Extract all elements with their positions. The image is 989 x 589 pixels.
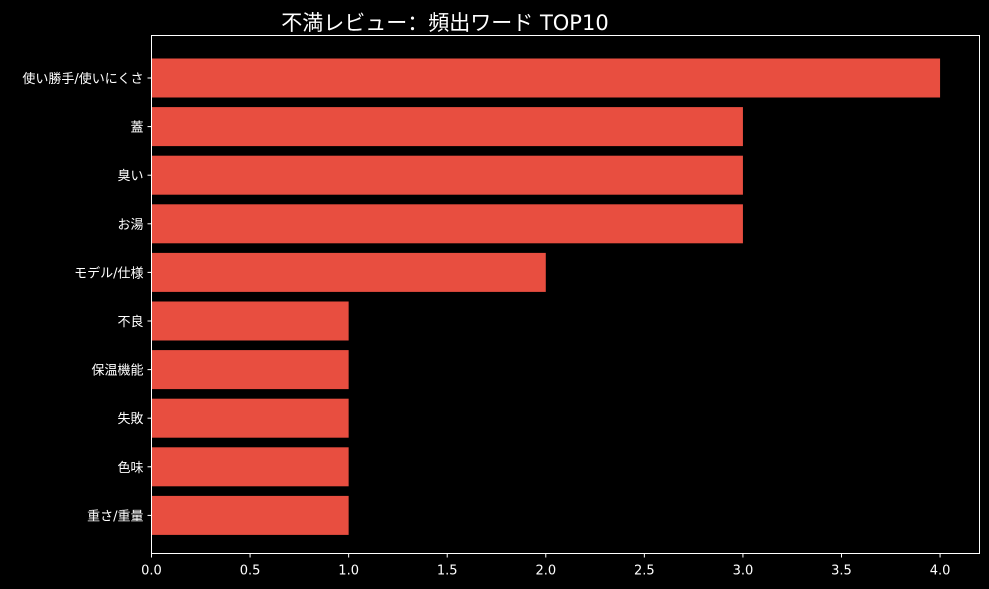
x-tick-label: 4.0 xyxy=(930,564,951,579)
category-label: 不良 xyxy=(117,314,143,330)
category-label: 失敗 xyxy=(117,412,143,427)
x-tick-label: 1.5 xyxy=(437,564,458,579)
bar-2 xyxy=(151,155,743,195)
category-label: 保温機能 xyxy=(91,364,143,379)
bar-9 xyxy=(151,495,349,535)
category-label: 色味 xyxy=(117,460,143,476)
x-tick-label: 2.5 xyxy=(634,564,655,579)
category-label: 使い勝手/使いにくさ xyxy=(22,71,143,87)
bar-8 xyxy=(151,447,349,487)
x-tick-label: 0.0 xyxy=(141,564,162,579)
bar-0 xyxy=(151,58,941,98)
bar-1 xyxy=(151,107,743,147)
x-tick-label: 2.0 xyxy=(535,564,556,579)
x-tick-label: 3.5 xyxy=(831,564,852,579)
chart-title: 不満レビュー：頻出ワード TOP10 xyxy=(281,11,608,35)
x-tick-label: 1.0 xyxy=(338,564,359,579)
category-label: 重さ/重量 xyxy=(87,508,143,524)
category-label: 蓋 xyxy=(130,121,143,136)
category-label: お湯 xyxy=(117,218,143,233)
category-label: モデル/仕様 xyxy=(74,265,143,281)
plot-frame xyxy=(151,35,980,554)
bar-7 xyxy=(151,398,349,438)
bar-5 xyxy=(151,301,349,341)
bar-3 xyxy=(151,204,743,244)
bar-4 xyxy=(151,252,546,292)
x-tick-label: 0.5 xyxy=(240,564,261,579)
bar-6 xyxy=(151,350,349,390)
bars-layer xyxy=(151,58,941,535)
x-axis-ticks: 0.0 0.5 1.0 1.5 2.0 2.5 3.0 3.5 4.0 xyxy=(141,553,951,579)
category-label: 臭い xyxy=(117,169,143,184)
x-tick-label: 3.0 xyxy=(733,564,754,579)
